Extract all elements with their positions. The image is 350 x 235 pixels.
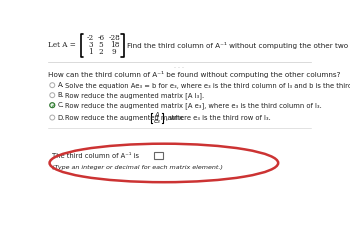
Text: -2: -2 — [87, 34, 94, 42]
Circle shape — [50, 103, 55, 108]
Text: 18: 18 — [110, 41, 119, 49]
Text: -6: -6 — [98, 34, 105, 42]
Circle shape — [50, 83, 55, 88]
Text: e₃: e₃ — [153, 118, 160, 124]
Text: Solve the equation Ae₃ = b for e₃, where e₃ is the third column of I₃ and b is t: Solve the equation Ae₃ = b for e₃, where… — [65, 82, 350, 89]
Text: 9: 9 — [112, 48, 117, 56]
Text: A: A — [155, 112, 159, 118]
Text: Find the third column of A⁻¹ without computing the other two columns.: Find the third column of A⁻¹ without com… — [127, 42, 350, 49]
Circle shape — [50, 115, 55, 120]
Text: 3: 3 — [88, 41, 92, 49]
Text: How can the third column of A⁻¹ be found without computing the other columns?: How can the third column of A⁻¹ be found… — [48, 71, 341, 78]
Text: The third column of A⁻¹ is: The third column of A⁻¹ is — [51, 153, 139, 159]
Text: -28: -28 — [108, 34, 120, 42]
Text: , where e₃ is the third row of I₃.: , where e₃ is the third row of I₃. — [166, 114, 271, 121]
Text: A.: A. — [58, 82, 64, 88]
Text: (Type an integer or decimal for each matrix element.): (Type an integer or decimal for each mat… — [51, 165, 222, 170]
FancyBboxPatch shape — [154, 152, 163, 159]
Text: D.: D. — [58, 114, 65, 121]
Text: Let A =: Let A = — [48, 41, 76, 49]
Text: C.: C. — [58, 102, 64, 108]
Text: Row reduce the augmented matrix: Row reduce the augmented matrix — [65, 114, 183, 121]
Circle shape — [50, 103, 55, 108]
Text: Row reduce the augmented matrix [A I₃].: Row reduce the augmented matrix [A I₃]. — [65, 92, 204, 98]
Text: ✓: ✓ — [50, 103, 55, 108]
Circle shape — [50, 93, 55, 98]
Text: 5: 5 — [99, 41, 103, 49]
Text: 2: 2 — [99, 48, 103, 56]
Text: B.: B. — [58, 92, 64, 98]
Text: Row reduce the augmented matrix [A e₃], where e₃ is the third column of I₃.: Row reduce the augmented matrix [A e₃], … — [65, 102, 321, 109]
Text: 1: 1 — [88, 48, 93, 56]
Text: . . .: . . . — [174, 64, 184, 69]
